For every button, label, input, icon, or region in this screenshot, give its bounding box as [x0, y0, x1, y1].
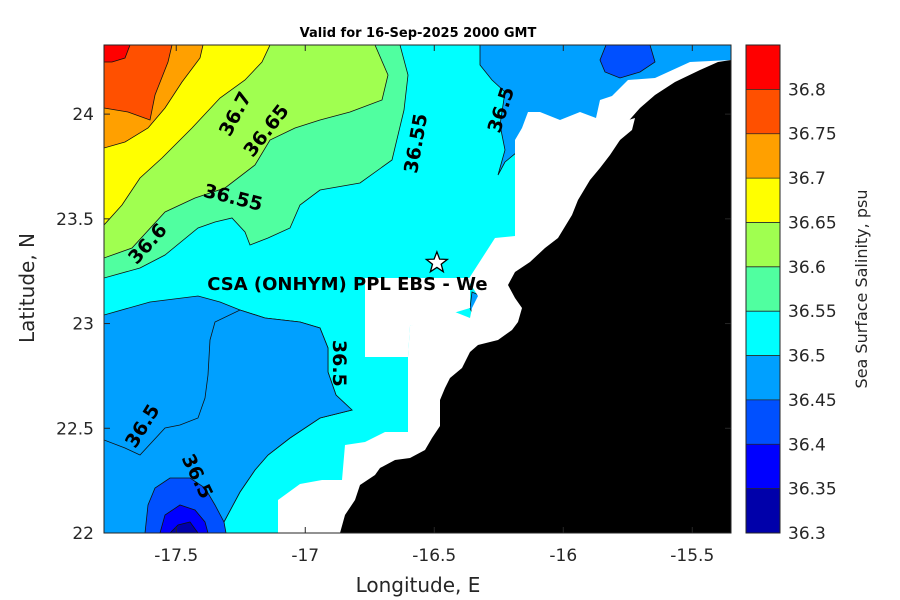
contour-region-13 — [599, 45, 656, 79]
colorbar-band — [746, 444, 780, 489]
x-tick-label: -15.5 — [670, 546, 714, 566]
y-tick-label: 24 — [72, 105, 94, 125]
colorbar-band — [746, 133, 780, 179]
y-tick-label: 23 — [72, 315, 94, 335]
inlet — [585, 118, 635, 170]
x-tick-label: -17 — [291, 546, 319, 566]
y-axis: 22 22.5 23 23.5 24 — [56, 105, 731, 544]
contour-region-10 — [159, 504, 209, 533]
site-annotation: CSA (ONHYM) PPL EBS - We — [207, 274, 487, 295]
colorbar-band — [746, 89, 780, 134]
x-axis: -17.5 -17 -16.5 -16 -15.5 — [154, 45, 714, 566]
colorbar-tick-label: 36.65 — [788, 213, 837, 233]
colorbar-tick-label: 36.45 — [788, 391, 837, 411]
colorbar-band — [746, 355, 780, 400]
contour-region-11 — [169, 521, 199, 533]
colorbar-tick-label: 36.7 — [788, 169, 826, 189]
colorbar-tick-label: 36.6 — [788, 258, 826, 278]
colorbar-band — [746, 178, 780, 223]
chart-title: Valid for 16-Sep-2025 2000 GMT — [300, 26, 537, 41]
contour-label: 36.5 — [328, 340, 350, 387]
colorbar-band — [746, 399, 780, 445]
y-tick-label: 22 — [72, 524, 94, 544]
y-tick-label: 22.5 — [56, 419, 94, 439]
site-star-marker — [424, 249, 450, 274]
x-axis-label: Longitude, E — [356, 573, 481, 597]
colorbar-tick-label: 36.8 — [788, 80, 826, 100]
colorbar-band — [746, 45, 780, 90]
colorbar-band — [746, 222, 780, 267]
contour-region-6 — [104, 45, 131, 63]
colorbar: 36.3 36.35 36.4 36.45 36.5 36.55 36.6 36.65 36.7… — [745, 44, 837, 544]
colorbar-band — [746, 266, 780, 312]
colorbar-band — [746, 311, 780, 356]
x-tick-label: -16 — [549, 546, 577, 566]
land-mass — [340, 60, 731, 533]
colorbar-tick-label: 36.5 — [788, 347, 826, 367]
plot-box — [103, 44, 732, 534]
colorbar-band — [746, 488, 780, 533]
colorbar-tick-label: 36.35 — [788, 480, 837, 500]
colorbar-tick-label: 36.4 — [788, 435, 826, 455]
contour-region-5 — [104, 45, 173, 121]
x-tick-label: -16.5 — [412, 546, 456, 566]
colorbar-tick-label: 36.55 — [788, 302, 837, 322]
colorbar-tick-label: 36.75 — [788, 125, 837, 145]
colorbar-label: Sea Surface Salinity, psu — [852, 190, 871, 389]
colorbar-tick-label: 36.3 — [788, 524, 826, 544]
contour-region-8 — [104, 309, 353, 533]
salinity-contour-map: 36.736.6536.5536.636.5536.536.536.536.5C… — [104, 45, 731, 533]
nodata-region-1 — [365, 278, 470, 357]
plot-frame — [103, 44, 732, 534]
y-tick-label: 23.5 — [56, 210, 94, 230]
y-axis-label: Latitude, N — [15, 233, 39, 343]
x-tick-label: -17.5 — [154, 546, 198, 566]
